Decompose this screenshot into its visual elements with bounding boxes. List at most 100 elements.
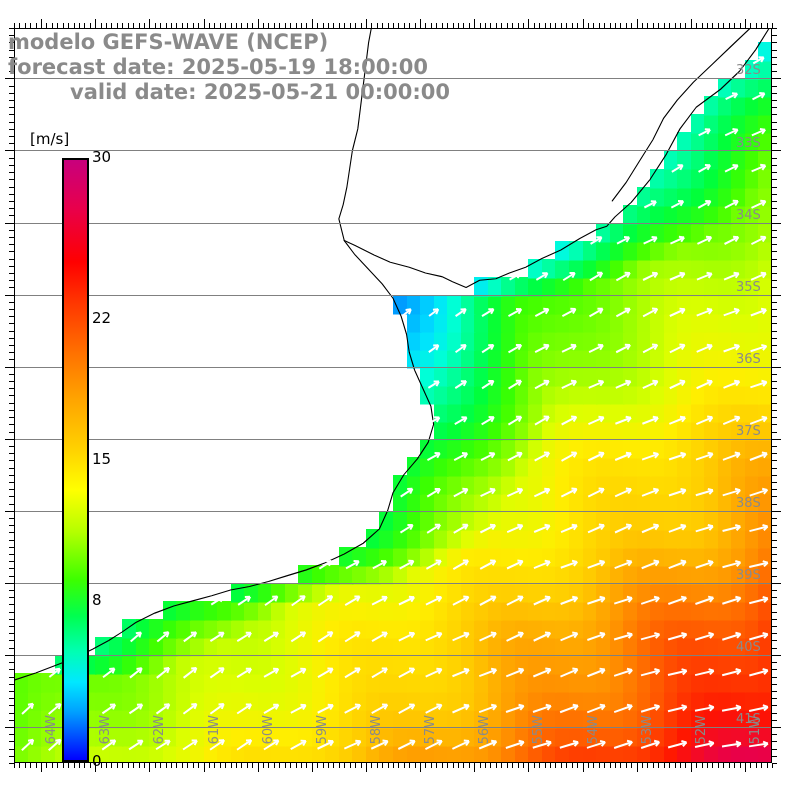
axis-tick <box>393 23 394 28</box>
axis-tick <box>761 763 762 768</box>
axis-tick <box>572 23 573 28</box>
axis-tick <box>5 439 14 440</box>
axis-tick <box>772 518 777 519</box>
axis-tick <box>5 583 14 584</box>
axis-tick <box>9 215 14 216</box>
axis-tick <box>296 763 297 768</box>
axis-tick <box>772 388 777 389</box>
colorbar-tick-label: 22 <box>92 309 112 328</box>
axis-tick <box>772 172 777 173</box>
axis-tick <box>490 763 491 768</box>
axis-tick <box>756 763 757 768</box>
gridline-lat <box>14 439 772 440</box>
axis-tick <box>30 23 31 28</box>
axis-tick <box>268 23 269 28</box>
axis-tick <box>9 316 14 317</box>
axis-tick <box>772 338 777 339</box>
axis-tick <box>9 619 14 620</box>
axis-tick <box>772 57 777 58</box>
gridline-lat <box>14 78 772 79</box>
axis-tick <box>761 23 762 28</box>
axis-tick <box>555 763 556 768</box>
axis-tick <box>772 691 777 692</box>
axis-tick <box>344 763 345 768</box>
axis-tick <box>166 23 167 28</box>
axis-tick <box>707 23 708 28</box>
axis-tick <box>155 23 156 28</box>
axis-tick <box>772 561 777 562</box>
axis-tick <box>361 763 362 768</box>
axis-tick <box>772 446 777 447</box>
axis-tick <box>9 114 14 115</box>
axis-tick <box>480 23 481 28</box>
axis-tick <box>712 763 713 768</box>
axis-tick <box>593 763 594 768</box>
axis-tick <box>68 763 69 768</box>
axis-tick <box>133 763 134 768</box>
axis-tick <box>290 23 291 28</box>
axis-tick <box>675 23 676 28</box>
axis-tick <box>128 23 129 28</box>
axis-tick <box>9 302 14 303</box>
axis-tick <box>772 684 777 685</box>
axis-tick <box>772 698 777 699</box>
axis-tick <box>772 489 777 490</box>
axis-tick <box>5 727 14 728</box>
axis-tick <box>712 23 713 28</box>
axis-tick <box>193 763 194 768</box>
axis-tick <box>772 763 773 768</box>
axis-tick <box>84 23 85 28</box>
axis-tick <box>328 23 329 28</box>
axis-tick <box>9 187 14 188</box>
axis-tick <box>680 763 681 768</box>
axis-tick <box>398 763 399 768</box>
axis-tick <box>9 42 14 43</box>
axis-tick <box>772 215 777 216</box>
axis-tick <box>274 23 275 28</box>
axis-tick <box>772 71 777 72</box>
axis-tick <box>750 23 751 28</box>
axis-tick <box>772 150 781 151</box>
axis-tick <box>355 23 356 28</box>
axis-tick <box>447 763 448 768</box>
longitude-label: 62W <box>152 715 168 745</box>
gridline-lat <box>14 150 772 151</box>
axis-tick <box>155 763 156 768</box>
axis-tick <box>166 763 167 768</box>
axis-tick <box>442 23 443 28</box>
axis-tick <box>312 19 313 28</box>
axis-tick <box>772 749 777 750</box>
axis-tick <box>247 23 248 28</box>
axis-tick <box>745 763 746 772</box>
axis-tick <box>501 23 502 28</box>
axis-tick <box>9 633 14 634</box>
axis-tick <box>555 23 556 28</box>
longitude-label: 63W <box>98 715 114 745</box>
axis-tick <box>772 468 777 469</box>
axis-tick <box>9 669 14 670</box>
axis-tick <box>9 446 14 447</box>
axis-tick <box>74 23 75 28</box>
axis-tick <box>263 23 264 28</box>
axis-tick <box>296 23 297 28</box>
axis-tick <box>144 763 145 768</box>
axis-tick <box>231 23 232 28</box>
colorbar-unit-label: [m/s] <box>30 130 70 148</box>
axis-tick <box>772 417 777 418</box>
axis-tick <box>772 251 777 252</box>
axis-tick <box>696 23 697 28</box>
axis-tick <box>9 244 14 245</box>
axis-tick <box>740 763 741 768</box>
axis-tick <box>9 179 14 180</box>
axis-tick <box>772 604 777 605</box>
axis-tick <box>9 35 14 36</box>
axis-tick <box>772 78 781 79</box>
title-forecast-date: forecast date: 2025-05-19 18:00:00 <box>8 55 428 79</box>
axis-tick <box>9 432 14 433</box>
axis-tick <box>182 23 183 28</box>
axis-tick <box>377 23 378 28</box>
latitude-label: 33S <box>736 135 761 151</box>
axis-tick <box>231 763 232 768</box>
axis-tick <box>772 23 773 28</box>
axis-tick <box>204 763 205 772</box>
